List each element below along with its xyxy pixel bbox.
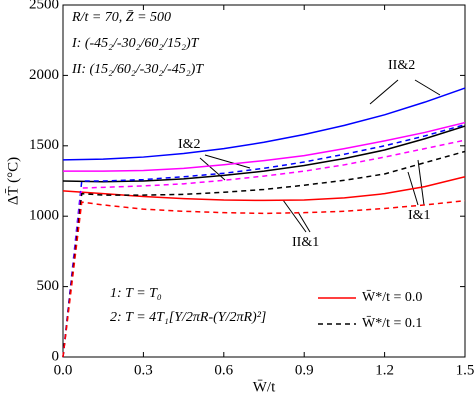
line-series [62, 139, 466, 358]
line-series [62, 176, 466, 202]
line-series [62, 87, 466, 161]
x-axis-label: W̄/t [253, 379, 276, 395]
x-tick-label: 0.6 [214, 362, 233, 378]
y-axis-label: ΔT̄ (°C) [5, 157, 21, 205]
annotation: I: (-45₂/-30₂/60₂/15₂)T [71, 36, 200, 51]
legend-label: W̄*/t = 0.0 [362, 290, 422, 305]
y-tick-label: 1500 [29, 137, 59, 153]
annotation: 2: T = 4T₁[Y/2πR-(Y/2πR)²] [110, 310, 266, 325]
y-tick-label: 1000 [29, 208, 59, 224]
y-tick-label: 2500 [29, 0, 59, 12]
annotation: I&2 [178, 137, 201, 152]
x-tick-label: 0.3 [134, 362, 153, 378]
annotation: II&2 [388, 58, 415, 73]
annotation: II&1 [292, 235, 319, 250]
y-tick-label: 0 [52, 348, 60, 364]
y-tick-label: 2000 [29, 67, 59, 83]
x-tick-label: 0.0 [54, 362, 73, 378]
line-series [62, 125, 466, 183]
arrows [199, 79, 441, 233]
annotation: I&1 [408, 208, 431, 223]
annotation: R/t = 70, Z̄ = 500 [71, 10, 171, 25]
line-series [62, 123, 466, 358]
annotation: II: (15₂/60₂/-30₂/-45₂)T [71, 62, 204, 77]
x-tick-label: 1.5 [456, 362, 474, 378]
y-tick-label: 500 [37, 278, 60, 294]
annotation: 1: T = T₀ [110, 286, 162, 301]
line-series [62, 150, 466, 358]
legend-label: W̄*/t = 0.1 [362, 316, 422, 331]
line-series [62, 199, 466, 358]
x-tick-label: 0.9 [295, 362, 314, 378]
x-tick-label: 1.2 [375, 362, 394, 378]
line-series [63, 121, 466, 172]
